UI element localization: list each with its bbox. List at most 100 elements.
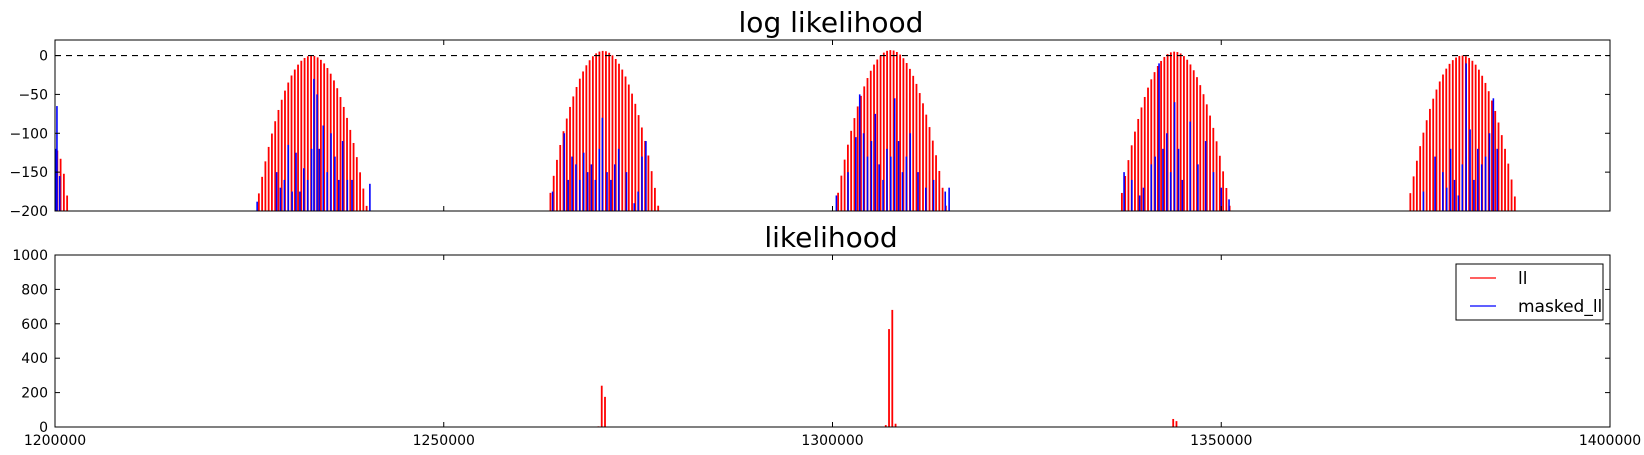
ll-bar (293, 69, 296, 211)
ll-bar (618, 63, 620, 211)
ll-bar (925, 114, 928, 211)
ll-bar (575, 87, 578, 211)
y-tick-label: −100 (10, 126, 48, 142)
ll-bar (578, 78, 581, 211)
ll-bar (1425, 120, 1428, 211)
ll-bar (585, 65, 588, 212)
ll-bar (605, 51, 607, 212)
ll-bar (1448, 63, 1451, 211)
ll-bar (882, 52, 885, 212)
likelihood-series-ll (597, 309, 1178, 427)
ll-bar (1491, 100, 1493, 211)
log-likelihood-series-masked-ll (54, 63, 1499, 211)
ll-bar (884, 425, 887, 427)
ll-bar (346, 117, 348, 211)
ll-bar (1176, 52, 1179, 212)
x-tick-label: 1250000 (413, 433, 475, 449)
y-tick-label: 800 (21, 282, 48, 298)
ll-bar (1458, 55, 1461, 212)
ll-bar (339, 97, 342, 211)
likelihood-axes-frame (54, 254, 1611, 428)
ll-bar (1166, 54, 1169, 212)
ll-bar (1134, 131, 1136, 211)
ll-bar (1504, 148, 1506, 211)
ll-bar (853, 118, 856, 211)
ll-bar (1172, 418, 1175, 427)
ll-bar (1153, 72, 1156, 212)
ll-bar (600, 385, 603, 427)
likelihood-ticks: 0 200 400 600 800 1000 1200000 1250000 1300000 13… (12, 248, 1641, 449)
ll-bar (1451, 60, 1454, 211)
ll-bar (1215, 141, 1218, 211)
ll-bar (891, 309, 894, 427)
ll-bar (1150, 79, 1153, 211)
ll-peak (56, 150, 69, 211)
legend-label-masked-ll: masked_ll (1518, 297, 1602, 317)
ll-bar (611, 55, 614, 211)
ll-bar (879, 55, 882, 211)
ll-bar (1442, 74, 1444, 211)
x-tick-label: 1200000 (24, 433, 86, 449)
ll-bar (1455, 57, 1457, 211)
ll-bar (1500, 135, 1503, 211)
ll-bar (621, 69, 624, 211)
ll-bar (1468, 57, 1471, 212)
ll-bar (941, 187, 944, 211)
ll-bar (1124, 175, 1127, 211)
ll-bar (866, 78, 869, 211)
ll-bar (297, 64, 299, 211)
ll-bar (614, 58, 617, 212)
ll-bar (572, 96, 575, 211)
ll-peak (1409, 55, 1516, 212)
ll-bar (856, 106, 859, 211)
ll-bar (62, 173, 65, 211)
ll-bar (1438, 81, 1441, 211)
ll-bar (1461, 55, 1464, 212)
ll-bar (261, 176, 264, 211)
ll-peak (549, 50, 660, 212)
ll-bar (1474, 64, 1477, 211)
ll-bar (1147, 87, 1149, 211)
ll-bar (565, 118, 568, 211)
ll-bar (569, 106, 571, 211)
log-likelihood-chart: log likelihood 0 −50 −100 −150 −200 (10, 6, 1611, 220)
ll-bar (284, 90, 286, 211)
ll-bar (1130, 145, 1133, 211)
ll-bar (274, 121, 277, 211)
ll-bar (1415, 160, 1418, 211)
ll-bar (1175, 421, 1178, 427)
ll-bar (894, 423, 897, 427)
ll-bar (556, 159, 558, 211)
ll-bar (552, 175, 555, 211)
legend-label-ll: ll (1518, 269, 1527, 289)
ll-peak (884, 309, 897, 427)
ll-bar (1120, 192, 1123, 211)
y-tick-label: 0 (39, 49, 48, 65)
ll-bar (918, 93, 921, 211)
ll-bar (1127, 160, 1130, 211)
ll-bar (1478, 69, 1480, 211)
ll-peak (837, 50, 947, 212)
ll-bar (1507, 163, 1510, 211)
y-tick-label: 200 (21, 386, 48, 402)
ll-bar (582, 71, 584, 211)
ll-bar (860, 95, 862, 211)
ll-bar (1212, 127, 1215, 211)
ll-bar (1169, 52, 1172, 211)
y-tick-label: 600 (21, 317, 48, 333)
ll-bar (869, 70, 872, 211)
ll-bar (624, 76, 627, 211)
ll-bar (902, 58, 905, 211)
likelihood-chart: likelihood 0 200 400 600 800 1000 1200000 12500… (12, 221, 1641, 449)
legend-box (1455, 263, 1604, 321)
ll-bar (303, 57, 306, 212)
ll-bar (892, 50, 895, 212)
ll-bar (1186, 59, 1189, 211)
ll-bar (1435, 89, 1438, 211)
ll-bar (1205, 104, 1208, 211)
y-tick-label: −50 (18, 87, 48, 103)
ll-bar (1160, 60, 1162, 211)
y-tick-label: 1000 (12, 248, 48, 264)
ll-bar (290, 75, 293, 211)
